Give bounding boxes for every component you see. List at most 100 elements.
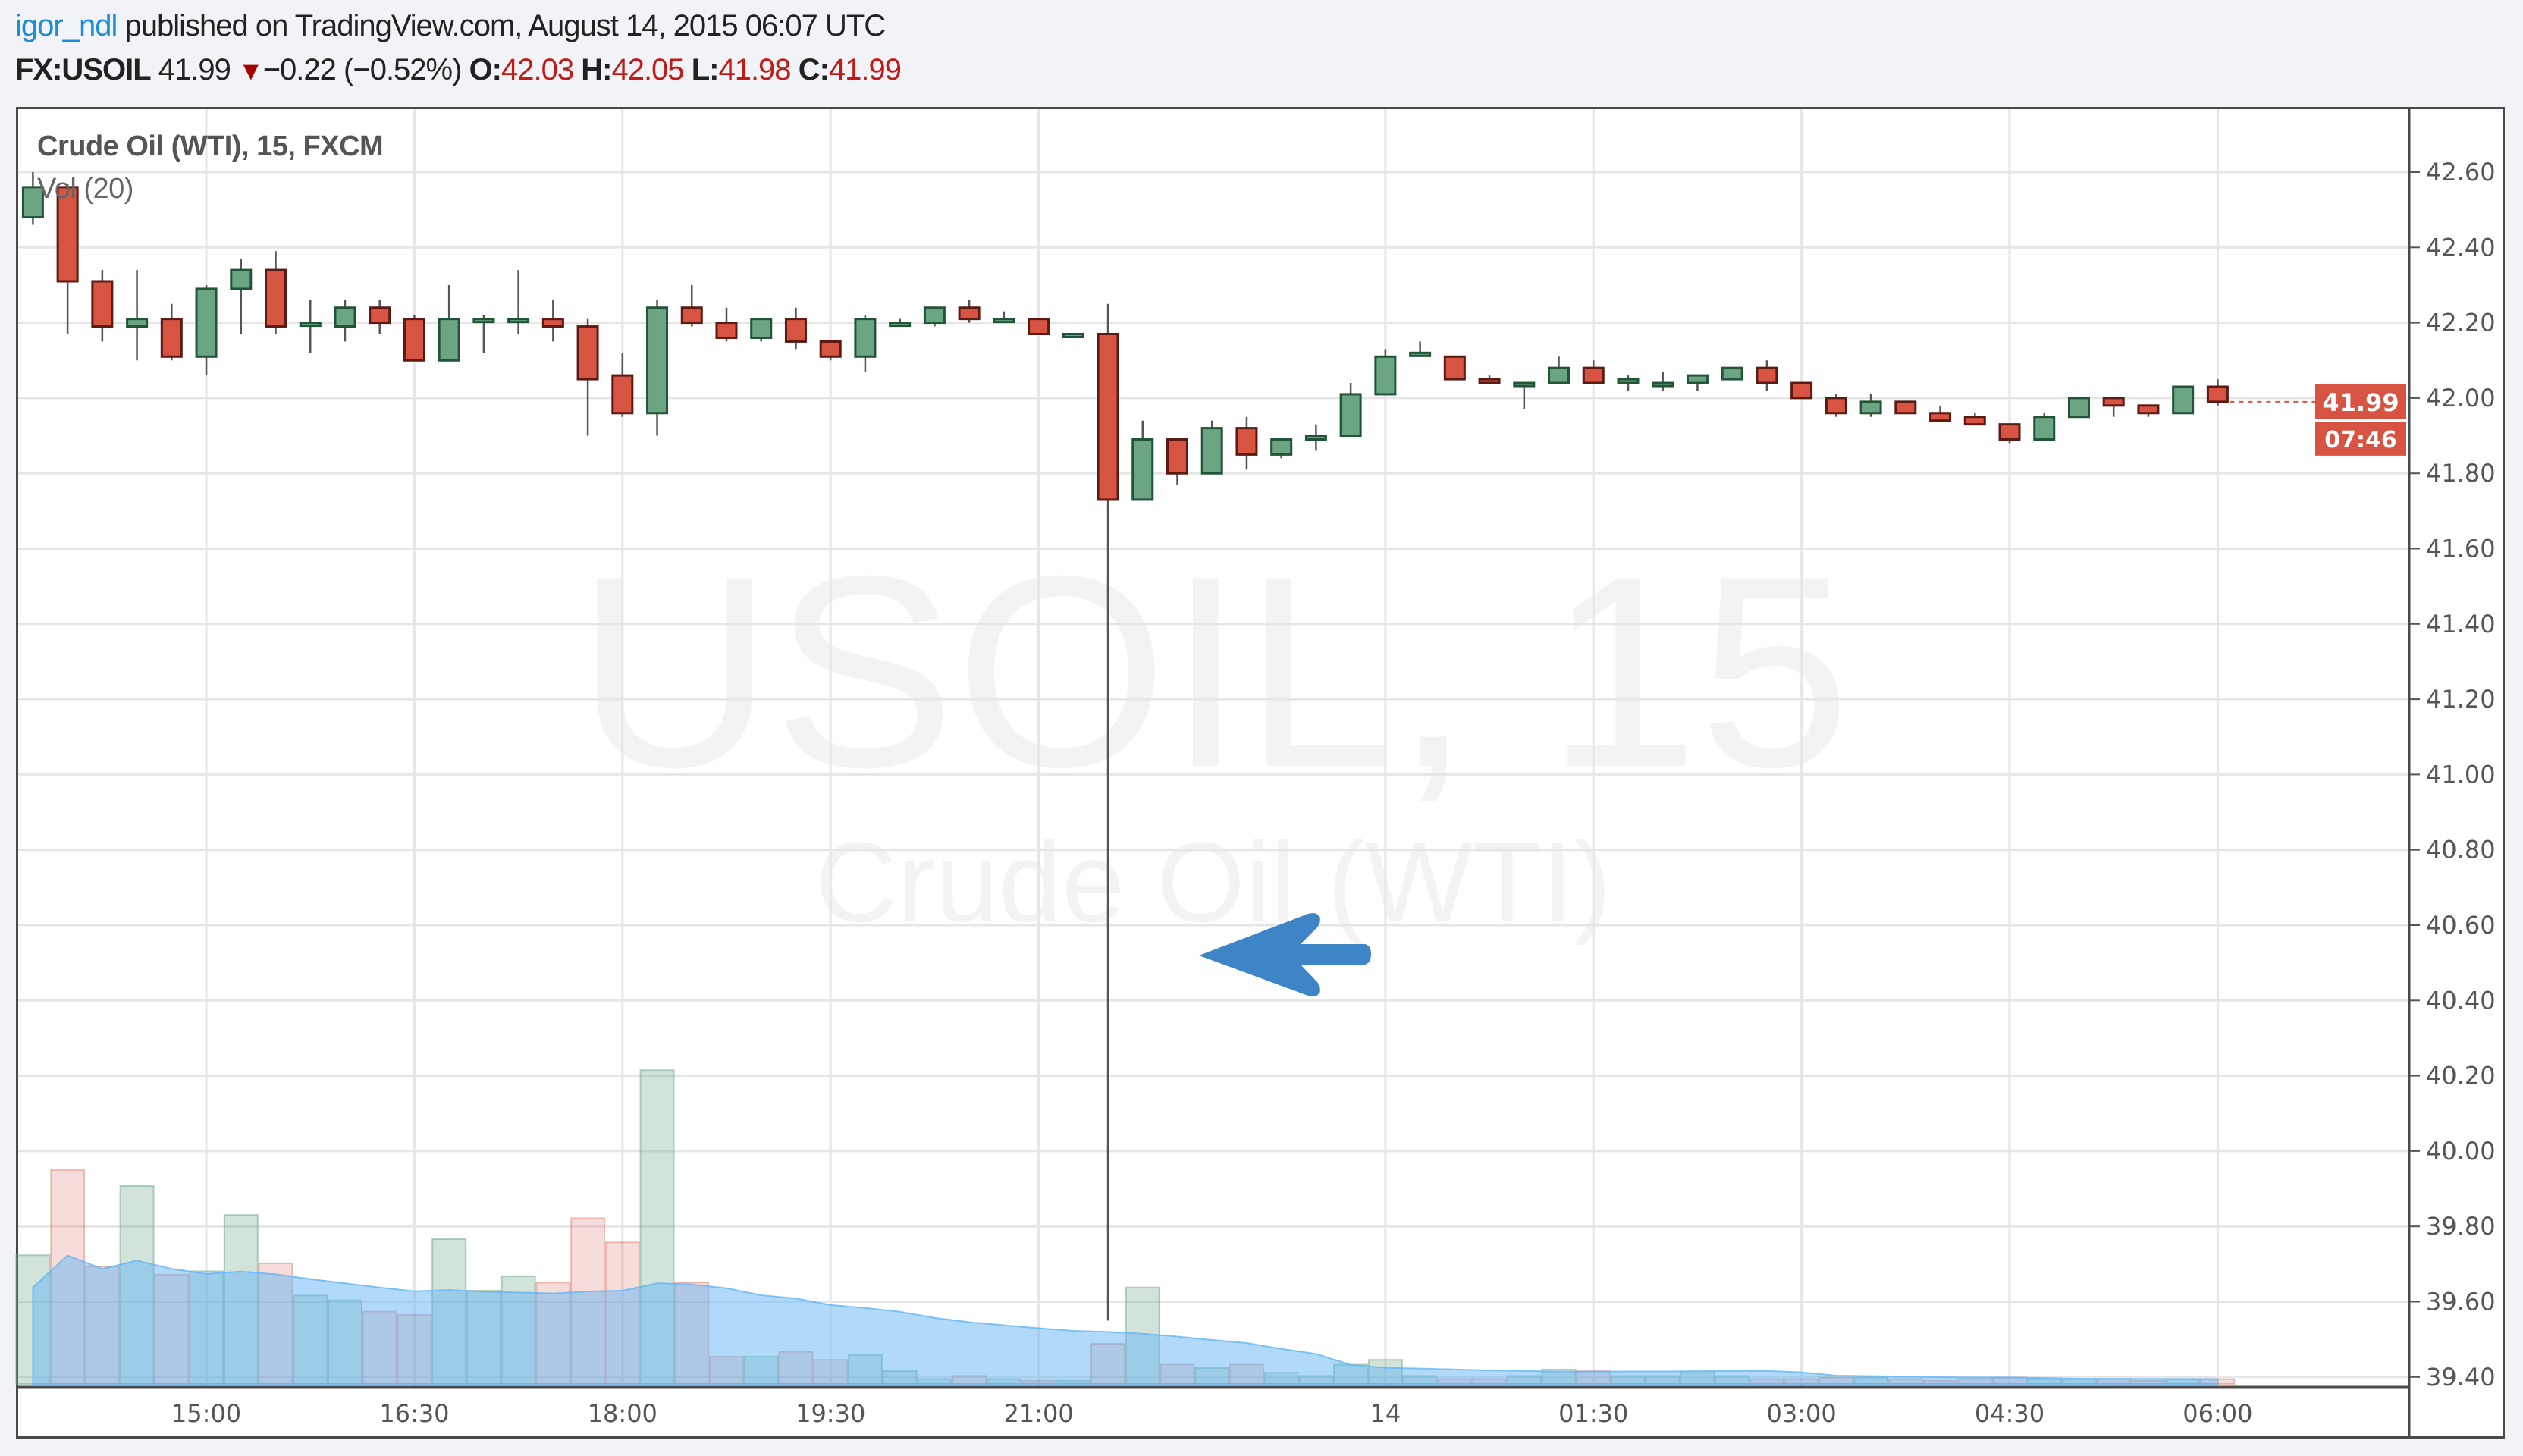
candle bbox=[1790, 381, 1813, 400]
x-tick-label: 14 bbox=[1370, 1399, 1401, 1428]
candle-body bbox=[715, 322, 738, 339]
price-change: −0.22 (−0.52%) bbox=[262, 53, 463, 86]
candle bbox=[993, 311, 1015, 324]
low-label: L: bbox=[691, 53, 720, 86]
candle-body bbox=[1478, 378, 1501, 384]
candle bbox=[923, 306, 946, 327]
publish-text: published on TradingView.com, August 14,… bbox=[124, 9, 886, 42]
x-tick-label: 19:30 bbox=[795, 1399, 865, 1428]
y-tick-label: 42.20 bbox=[2426, 309, 2496, 337]
candle bbox=[230, 259, 253, 334]
candle bbox=[1825, 394, 1847, 417]
candle bbox=[1131, 420, 1154, 501]
close-value: 41.99 bbox=[828, 53, 902, 86]
candle-body bbox=[403, 318, 425, 362]
candle bbox=[1652, 372, 1674, 391]
candle bbox=[1270, 438, 1293, 459]
candle bbox=[715, 307, 738, 342]
x-tick-label: 21:00 bbox=[1003, 1399, 1073, 1428]
candle-body bbox=[1894, 400, 1917, 415]
candle bbox=[1028, 318, 1050, 335]
candle bbox=[1478, 375, 1501, 384]
y-tick-label: 42.40 bbox=[2426, 233, 2496, 262]
candle-body bbox=[1062, 332, 1084, 338]
candle bbox=[1894, 400, 1917, 415]
x-tick-label: 04:30 bbox=[1975, 1399, 2044, 1428]
candle bbox=[2102, 397, 2125, 417]
candle bbox=[1409, 341, 1432, 357]
x-tick-label: 15:00 bbox=[171, 1399, 241, 1428]
watermark-name: Crude Oil (WTI) bbox=[815, 818, 1611, 946]
open-label: O: bbox=[469, 53, 502, 86]
y-tick-label: 41.00 bbox=[2426, 760, 2496, 789]
candle bbox=[334, 300, 356, 342]
candle-body bbox=[1097, 332, 1119, 501]
countdown-label: 07:46 bbox=[2324, 427, 2397, 453]
candle bbox=[1686, 374, 1709, 391]
candle-body bbox=[889, 322, 912, 328]
candle-body bbox=[1617, 378, 1640, 384]
candle-body bbox=[126, 318, 149, 328]
candle-body bbox=[1131, 438, 1154, 501]
y-tick-label: 40.60 bbox=[2426, 911, 2496, 940]
candle bbox=[1963, 413, 1986, 426]
y-tick-label: 41.20 bbox=[2426, 685, 2496, 714]
candle bbox=[472, 315, 495, 353]
candle-body bbox=[1756, 366, 1778, 384]
candle bbox=[576, 318, 599, 436]
candle bbox=[1166, 438, 1188, 485]
candle bbox=[403, 315, 425, 362]
candle-body bbox=[1028, 318, 1050, 335]
candle-body bbox=[923, 306, 946, 325]
candle bbox=[1097, 303, 1119, 1321]
candle bbox=[819, 340, 842, 361]
candle-body bbox=[1339, 393, 1362, 438]
candle-body bbox=[576, 325, 599, 381]
close-label: C: bbox=[798, 53, 830, 86]
candle-body bbox=[1929, 412, 1952, 422]
publish-info: igor_ndl published on TradingView.com, A… bbox=[15, 9, 886, 43]
y-tick-label: 41.80 bbox=[2426, 459, 2496, 488]
arrow-left-icon bbox=[1199, 913, 1371, 996]
candle bbox=[1998, 423, 2021, 444]
candle bbox=[646, 300, 669, 436]
y-tick-label: 41.40 bbox=[2426, 610, 2496, 639]
candle-body bbox=[2206, 385, 2229, 403]
candle-body bbox=[611, 374, 634, 415]
candle bbox=[1617, 375, 1640, 391]
y-tick-label: 42.60 bbox=[2426, 158, 2496, 187]
author-link[interactable]: igor_ndl bbox=[15, 9, 118, 42]
candle bbox=[1548, 356, 1571, 384]
candle bbox=[1721, 366, 1743, 381]
candle bbox=[784, 307, 807, 350]
candle-body bbox=[21, 186, 44, 219]
candle-body bbox=[819, 340, 842, 358]
candle-body bbox=[1582, 366, 1605, 384]
y-tick-label: 42.00 bbox=[2426, 384, 2496, 413]
low-value: 41.98 bbox=[718, 53, 791, 86]
candle-body bbox=[160, 318, 183, 358]
candle bbox=[126, 270, 149, 361]
last-price-badge bbox=[2315, 384, 2406, 419]
y-tick-label: 41.60 bbox=[2426, 535, 2496, 563]
candle-body bbox=[299, 322, 322, 328]
candle-body bbox=[2033, 416, 2056, 441]
series-legend: Crude Oil (WTI), 15, FXCM bbox=[37, 130, 384, 162]
candle-body bbox=[854, 318, 877, 358]
candle-body bbox=[91, 280, 114, 328]
candle bbox=[2206, 379, 2229, 406]
watermark-symbol: USOIL, 15 bbox=[576, 519, 1851, 824]
symbol-name: FX:USOIL bbox=[15, 53, 152, 86]
candle-body bbox=[2102, 397, 2125, 407]
candle-body bbox=[334, 306, 356, 328]
candle bbox=[750, 318, 773, 342]
candle bbox=[1374, 349, 1397, 396]
x-tick-label: 16:30 bbox=[379, 1399, 449, 1428]
candle-body bbox=[2067, 397, 2090, 419]
candle-body bbox=[1686, 374, 1709, 384]
candle-body bbox=[2172, 385, 2195, 415]
candle bbox=[369, 300, 391, 334]
x-tick-label: 01:30 bbox=[1558, 1399, 1628, 1428]
candle bbox=[438, 284, 460, 362]
